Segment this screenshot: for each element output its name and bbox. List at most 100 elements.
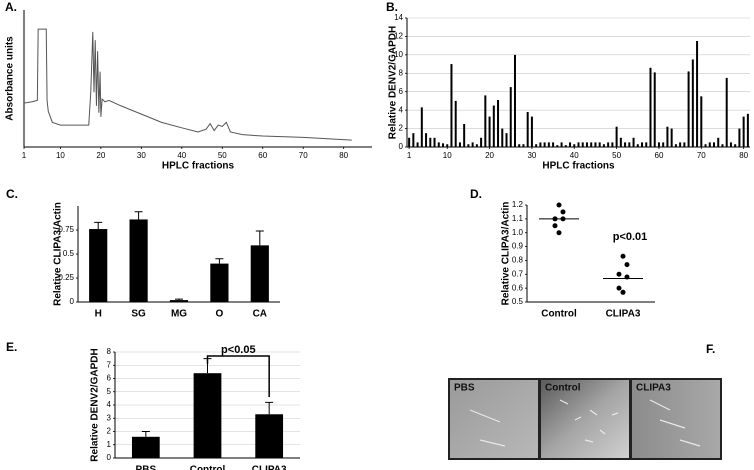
y-tick-label: 8: [107, 347, 112, 356]
bar: [556, 145, 559, 147]
bar: [250, 245, 269, 302]
y-tick-label: 0.5: [512, 297, 524, 306]
significance-bracket: [206, 355, 270, 397]
bar: [746, 113, 749, 147]
bar: [437, 142, 440, 147]
x-tick-label: 1: [22, 151, 27, 160]
error-bar: [141, 431, 150, 437]
bar: [526, 111, 529, 147]
y-tick-label: 5: [107, 387, 112, 396]
bar: [713, 142, 716, 147]
bar: [666, 126, 669, 147]
y-axis-title: Relative CLIPA3/Actin: [501, 202, 512, 306]
bar: [408, 137, 411, 147]
y-tick-label: 0.7: [512, 269, 524, 278]
bar: [738, 128, 741, 147]
bar: [509, 87, 512, 147]
error-bar: [215, 258, 224, 264]
image-label: Control: [545, 383, 581, 394]
y-tick-label: 4: [107, 400, 112, 409]
y-tick-label: 2: [399, 124, 404, 133]
bar: [492, 105, 495, 147]
bar: [497, 100, 500, 147]
bar: [484, 95, 487, 147]
bar: [577, 142, 580, 147]
bar: [708, 142, 711, 147]
x-axis-title: HPLC fractions: [162, 161, 235, 172]
x-tick-label: MG: [171, 309, 187, 320]
bar: [535, 144, 538, 147]
x-tick-label: 20: [485, 151, 494, 160]
bar: [742, 116, 745, 147]
y-tick-label: 0: [107, 453, 112, 462]
bar: [670, 128, 673, 147]
error-bar: [175, 298, 183, 301]
bar: [416, 142, 419, 147]
x-tick-label: 30: [527, 151, 536, 160]
x-tick-label: 10: [56, 151, 65, 160]
y-tick-label: 12: [394, 32, 403, 41]
micrographs: PBS Control CLIPA3: [448, 378, 722, 460]
bar: [662, 142, 665, 147]
bar: [518, 144, 521, 147]
y-tick-label: 1.2: [512, 200, 524, 209]
x-tick-label: CLIPA3: [252, 465, 287, 470]
y-tick-label: 0.9: [512, 242, 524, 251]
annotation: p<0.05: [221, 344, 256, 356]
bar: [547, 142, 550, 147]
bar: [691, 59, 694, 147]
bar: [131, 436, 160, 458]
point: [624, 262, 630, 268]
y-tick-label: 6: [399, 87, 404, 96]
bar: [210, 263, 229, 302]
y-tick-label: 0.75: [58, 225, 74, 234]
bar: [530, 116, 533, 147]
point: [556, 202, 562, 208]
bar: [522, 144, 525, 147]
x-tick-label: SG: [131, 309, 146, 320]
bar: [501, 128, 504, 147]
bar: [441, 143, 444, 147]
x-tick-label: 60: [655, 151, 664, 160]
y-tick-label: 1: [107, 440, 112, 449]
bar: [564, 145, 567, 147]
bar: [619, 137, 622, 147]
bar: [615, 126, 618, 147]
x-tick-label: H: [95, 309, 102, 320]
x-tick-label: 10: [443, 151, 452, 160]
x-tick-label: 40: [570, 151, 579, 160]
cell-texture: [469, 399, 701, 447]
bar: [471, 142, 474, 147]
bar: [611, 142, 614, 147]
bar: [653, 72, 656, 147]
bar: [255, 414, 284, 458]
x-tick-label: CA: [253, 309, 267, 320]
bar: [649, 67, 652, 147]
y-tick-label: 8: [399, 68, 404, 77]
bar: [628, 142, 631, 147]
bar: [420, 107, 423, 147]
bar: [734, 144, 737, 147]
bar: [729, 142, 732, 147]
bar: [674, 144, 677, 147]
y-axis-title: Relative DENV2/GAPDH: [388, 26, 399, 139]
bar: [585, 142, 588, 147]
point: [552, 223, 558, 229]
bar: [594, 142, 597, 147]
y-tick-label: 10: [394, 50, 403, 59]
bar: [700, 96, 703, 147]
y-tick-label: 7: [107, 360, 112, 369]
bar: [725, 77, 728, 147]
bar: [679, 142, 682, 147]
bar: [696, 41, 699, 147]
bar: [467, 144, 470, 147]
bar: [463, 123, 466, 147]
x-tick-label: 50: [218, 151, 227, 160]
bar: [641, 142, 644, 147]
y-tick-label: 2: [107, 427, 112, 436]
panel-label: B.: [386, 0, 398, 14]
x-tick-label: 70: [697, 151, 706, 160]
bar: [683, 142, 686, 147]
trace: [23, 28, 352, 141]
x-tick-label: 40: [177, 151, 186, 160]
